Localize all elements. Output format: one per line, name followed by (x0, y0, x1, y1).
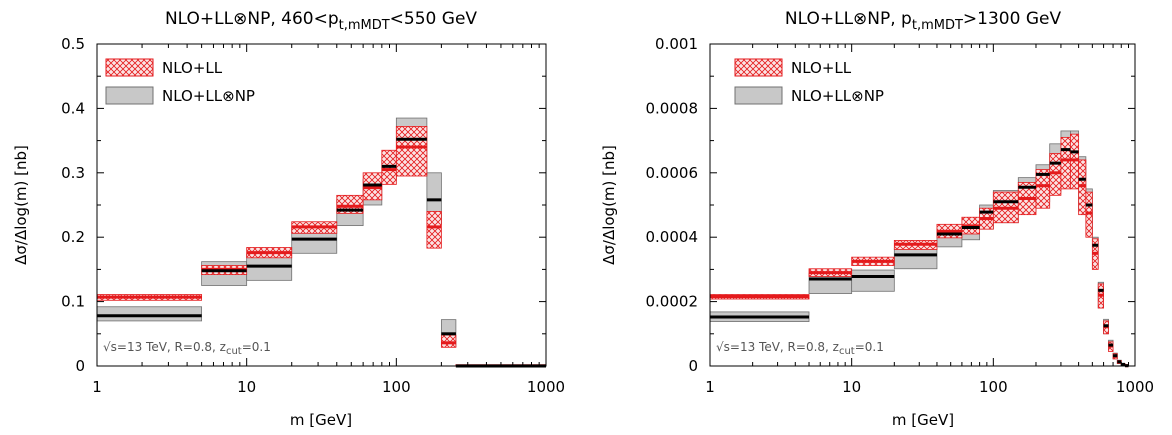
panel-1-xlabel: m [GeV] (290, 411, 352, 429)
panel-2-annotation: √s=13 TeV, R=0.8, zcut=0.1 (716, 340, 884, 357)
panel-1-legend-label-ll: NLO+LL (162, 59, 223, 77)
x-tick-label-3: 1000 (527, 378, 565, 396)
panel-1-ticks: 0 0.1 0.2 0.3 0.4 0.5 1 10 100 1000 (61, 35, 565, 396)
ll-band-13 (1078, 159, 1087, 216)
ll-band-8 (426, 211, 442, 249)
y-tick-label-4: 0.0008 (646, 99, 699, 117)
panel-1-legend-swatch-np (105, 86, 154, 105)
y-tick-label-5: 0.5 (61, 35, 85, 53)
panel-1-legend-label-np: NLO+LL⊗NP (162, 87, 255, 105)
y-tick-label-2: 0.0004 (646, 228, 699, 246)
y-tick-label-3: 0.0006 (646, 164, 699, 182)
y-tick-label-0: 0 (688, 357, 698, 375)
np-band-3 (893, 248, 938, 270)
x-tick-label-0: 1 (92, 378, 102, 396)
panel-1-title: NLO+LL⊗NP, 460<pt,mMDT<550 GeV (165, 9, 477, 33)
chart-panel-2: 0 0.0002 0.0004 0.0006 0.0008 0.001 1 10 100 1000… (600, 9, 1154, 429)
panel-1-bands (96, 117, 547, 368)
x-tick-label-1: 10 (842, 378, 861, 396)
y-tick-label-3: 0.3 (61, 164, 85, 182)
x-tick-label-1: 10 (237, 378, 256, 396)
ll-band-7 (395, 126, 428, 177)
ll-band-12 (1070, 133, 1080, 190)
np-band-2 (851, 269, 895, 292)
ll-band-10 (1049, 153, 1062, 196)
y-tick-label-1: 0.0002 (646, 293, 699, 311)
y-tick-label-4: 0.4 (61, 99, 85, 117)
x-tick-label-2: 100 (382, 378, 411, 396)
panel-2-title: NLO+LL⊗NP, pt,mMDT>1300 GeV (785, 9, 1062, 33)
panel-1-ylabel: Δσ/Δlog(m) [nb] (12, 145, 30, 265)
ll-band-9 (440, 334, 457, 348)
panel-2-legend-label-ll: NLO+LL (791, 59, 852, 77)
x-tick-label-0: 1 (705, 378, 715, 396)
np-band-0 (96, 306, 203, 322)
ll-band-11 (1060, 136, 1071, 190)
panel-2-legend-swatch-ll (734, 58, 783, 77)
panel-2-bands (709, 130, 1129, 368)
chart-panel-1: 0 0.1 0.2 0.3 0.4 0.5 1 10 100 1000 NLO+LL⊗NP, 46… (12, 9, 565, 429)
y-tick-label-5: 0.001 (655, 35, 698, 53)
panel-2-legend-label-np: NLO+LL⊗NP (791, 87, 884, 105)
y-tick-label-0: 0 (75, 357, 85, 375)
panel-2-xlabel: m [GeV] (892, 411, 954, 429)
x-tick-label-2: 100 (979, 378, 1008, 396)
panel-1-annotation: √s=13 TeV, R=0.8, zcut=0.1 (103, 340, 271, 357)
panel-2-ticks: 0 0.0002 0.0004 0.0006 0.0008 0.001 1 10 100 1000 (646, 35, 1155, 396)
panel-2-legend-swatch-np (734, 86, 783, 105)
panel-1-legend-swatch-ll (105, 58, 154, 77)
y-tick-label-1: 0.1 (61, 293, 85, 311)
ll-band-14 (1085, 191, 1093, 238)
x-tick-label-3: 1000 (1116, 378, 1154, 396)
y-tick-label-2: 0.2 (61, 228, 85, 246)
panel-2-ylabel: Δσ/Δlog(m) [nb] (600, 145, 618, 265)
